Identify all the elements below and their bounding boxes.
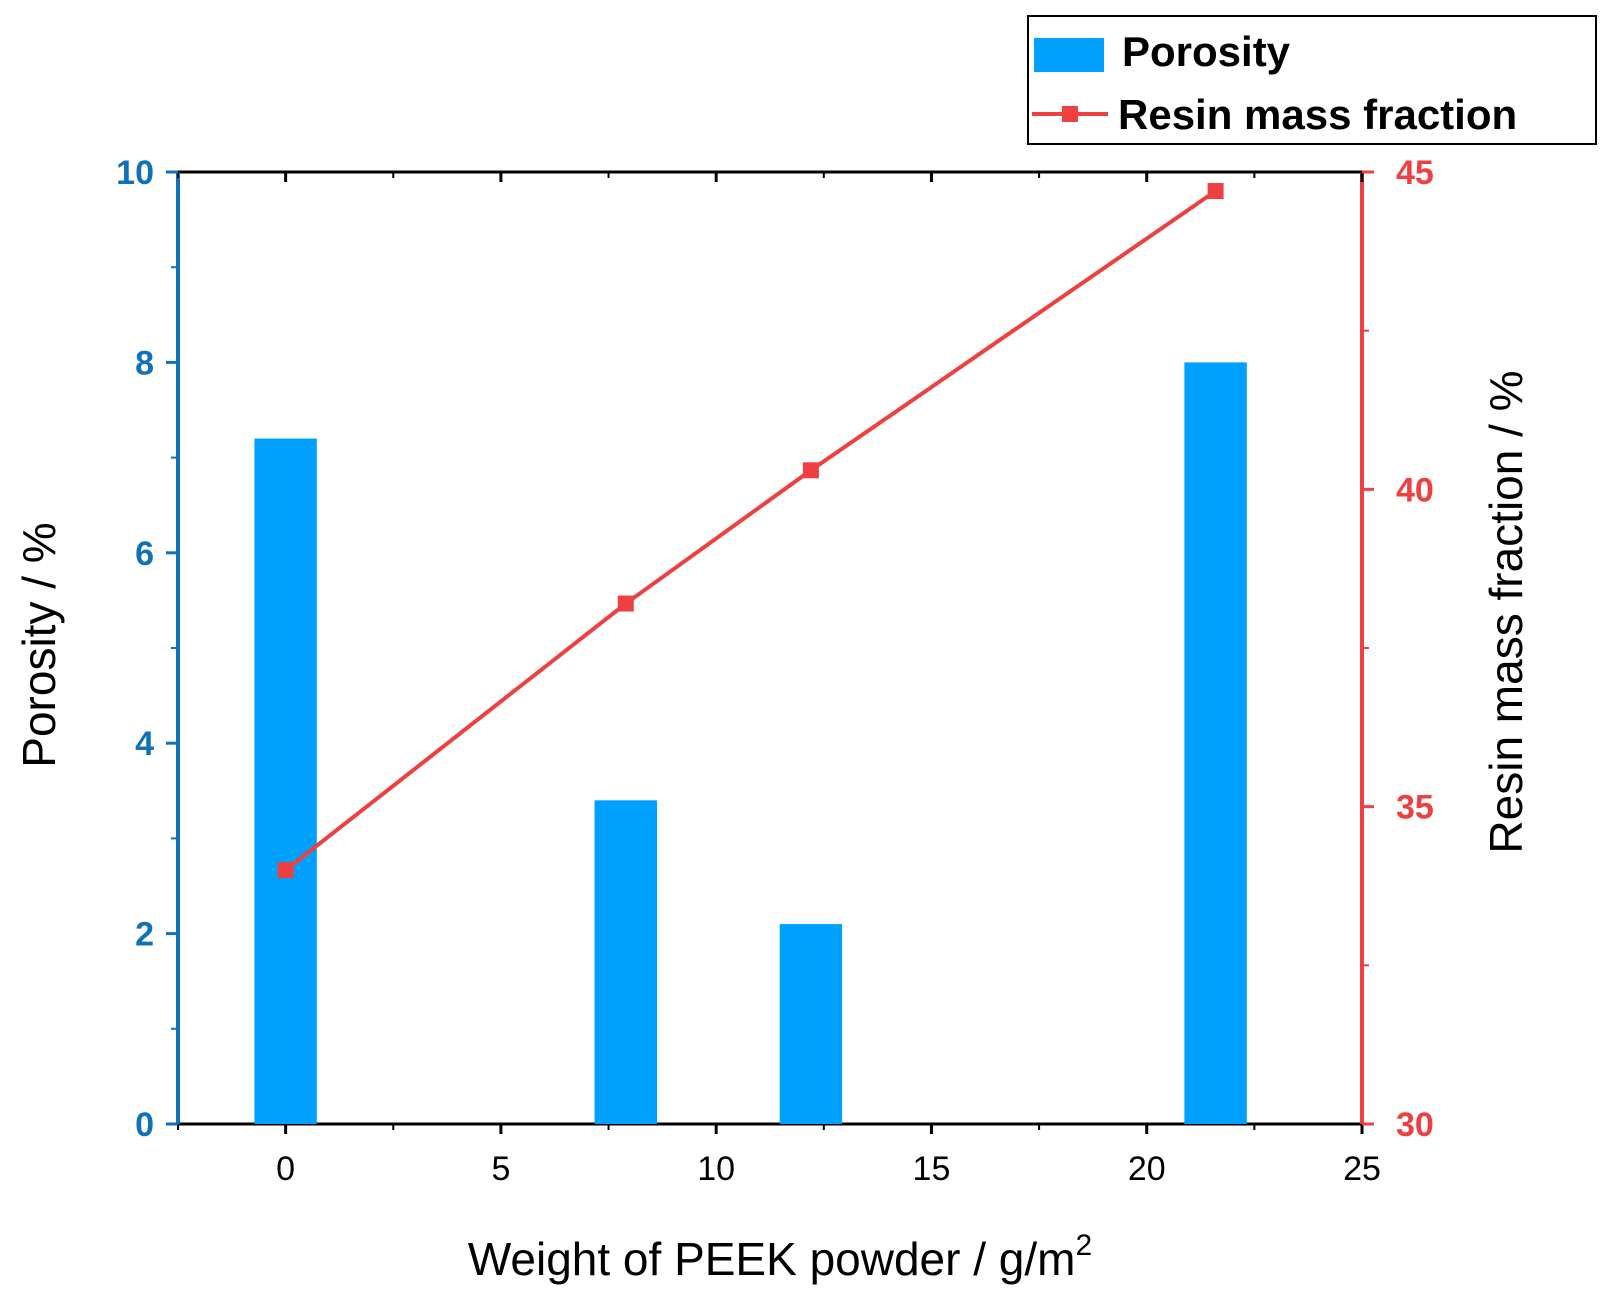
y2-tick-label: 40 (1396, 471, 1434, 509)
porosity-bar (254, 438, 317, 1124)
y2-tick-label: 35 (1396, 789, 1434, 827)
y2-tick-label: 45 (1396, 154, 1434, 192)
y2-axis-title: Resin mass fraction / % (1480, 370, 1532, 853)
legend-resin-marker (1062, 106, 1078, 122)
x-tick-label: 25 (1343, 1150, 1381, 1188)
porosity-bar (779, 924, 843, 1124)
y-tick-label: 0 (135, 1106, 154, 1144)
legend-porosity-swatch (1034, 38, 1104, 72)
x-tick-label: 15 (913, 1150, 951, 1188)
porosity-bar (1184, 362, 1247, 1124)
legend-box (1027, 15, 1597, 145)
y-axis-title: Porosity / % (13, 522, 65, 767)
x-tick-label: 0 (276, 1150, 295, 1188)
porosity-bar (594, 800, 657, 1124)
y-tick-label: 2 (135, 916, 154, 954)
legend: Porosity Resin mass fraction (1027, 15, 1597, 145)
resin-mass-fraction-line (284, 189, 1217, 872)
x-tick-label: 10 (697, 1150, 735, 1188)
y2-tick-label: 30 (1396, 1106, 1434, 1144)
resin-mass-fraction-marker (802, 462, 819, 479)
resin-mass-fraction-marker (1207, 183, 1224, 200)
y-tick-label: 4 (135, 725, 154, 763)
legend-resin-label: Resin mass fraction (1118, 91, 1517, 138)
y-tick-label: 8 (135, 344, 154, 382)
x-tick-label: 5 (491, 1150, 510, 1188)
x-axis-title: Weight of PEEK powder / g/m2 (468, 1229, 1092, 1285)
resin-mass-fraction-marker (277, 862, 294, 879)
resin-mass-fraction-marker (617, 595, 634, 612)
y-tick-label: 6 (135, 535, 154, 573)
x-tick-label: 20 (1128, 1150, 1166, 1188)
legend-porosity-label: Porosity (1122, 28, 1291, 75)
y-tick-label: 10 (116, 154, 154, 192)
